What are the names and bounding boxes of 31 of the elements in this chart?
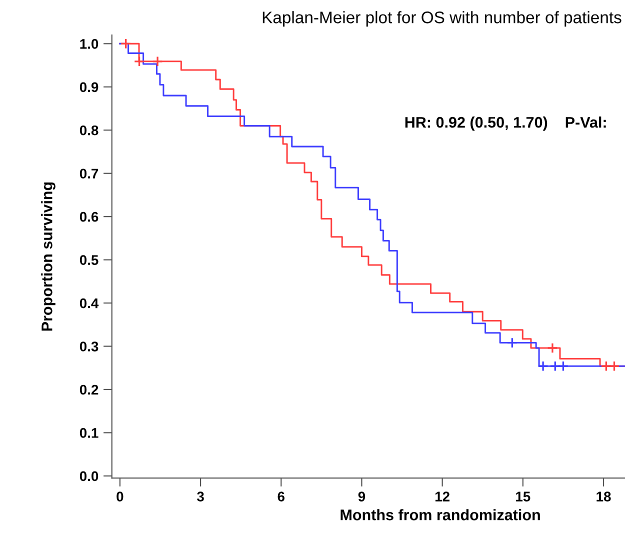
y-tick-label: 0.6 [80,212,98,222]
annotation: HR: 0.92 (0.50, 1.70) P-Val: [405,116,606,131]
y-tick-label: 0.3 [80,342,98,352]
point [558,360,569,372]
x-tick-label: 18 [596,492,611,502]
y-tick-label: 0.1 [80,428,98,438]
y-tick-label: 0.7 [80,168,98,179]
chart-title: Kaplan-Meier plot for OS with number of patients [262,11,622,27]
x-axis-title: Months from randomization [340,509,540,520]
x-tick-label: 0 [116,492,124,502]
point [600,360,612,372]
x-tick-label: 3 [196,492,204,502]
y-tick-label: 0.2 [80,384,98,395]
y-axis-title: Proportion surviving [41,182,56,331]
y-tick-label: 0.0 [80,471,98,482]
x-tick-label: 15 [516,492,530,502]
point [538,360,549,372]
point [134,56,145,67]
point [506,337,518,348]
point [550,360,561,372]
y-tick-label: 0.8 [80,125,98,136]
y-tick-label: 0.9 [80,82,98,92]
x-tick-label: 12 [435,492,450,502]
point [546,342,558,354]
point [152,56,164,67]
y-tick-label: 1.0 [80,39,98,49]
y-tick-label: 0.5 [80,255,98,265]
x-tick-label: 6 [278,492,284,502]
x-tick-label: 9 [358,492,366,502]
point [608,360,620,372]
y-tick-label: 0.4 [80,298,99,308]
